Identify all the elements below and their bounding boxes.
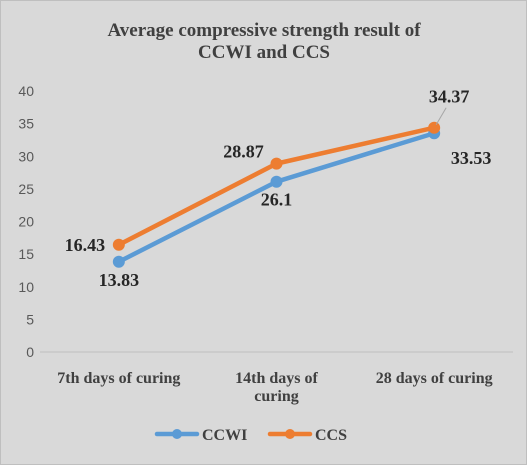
- y-tick-label: 35: [18, 116, 34, 132]
- y-tick-label: 5: [26, 311, 34, 327]
- data-label-ccwi: 13.83: [99, 270, 140, 290]
- legend-label-ccs: CCS: [315, 427, 347, 444]
- x-category-label: 14th days of: [235, 370, 318, 387]
- y-tick-label: 0: [26, 344, 34, 360]
- x-category-label: 7th days of curing: [57, 370, 180, 387]
- y-tick-label: 10: [18, 279, 34, 295]
- legend-marker-ccs: [285, 429, 295, 439]
- data-label-ccs: 34.37: [429, 87, 470, 107]
- y-tick-label: 40: [18, 83, 34, 99]
- y-tick-label: 20: [18, 214, 34, 230]
- x-category-label: curing: [254, 388, 298, 405]
- data-point-ccwi: [270, 175, 283, 188]
- data-point-ccs: [112, 238, 125, 251]
- data-label-ccs: 28.87: [223, 142, 264, 162]
- legend-marker-ccwi: [172, 429, 182, 439]
- data-label-leader-line: [435, 107, 447, 125]
- data-label-ccwi: 33.53: [451, 148, 492, 168]
- data-point-ccs: [428, 121, 441, 134]
- y-tick-label: 25: [18, 181, 34, 197]
- chart-title-line: Average compressive strength result of: [107, 20, 421, 41]
- data-point-ccs: [270, 157, 283, 170]
- data-label-ccs: 16.43: [65, 235, 106, 255]
- y-tick-label: 15: [18, 246, 34, 262]
- y-tick-label: 30: [18, 148, 34, 164]
- legend-label-ccwi: CCWI: [202, 427, 247, 444]
- data-point-ccwi: [112, 255, 125, 268]
- data-label-ccwi: 26.1: [261, 190, 293, 210]
- x-category-label: 28 days of curing: [376, 370, 493, 387]
- chart-title-line: CCWI and CCS: [198, 42, 330, 63]
